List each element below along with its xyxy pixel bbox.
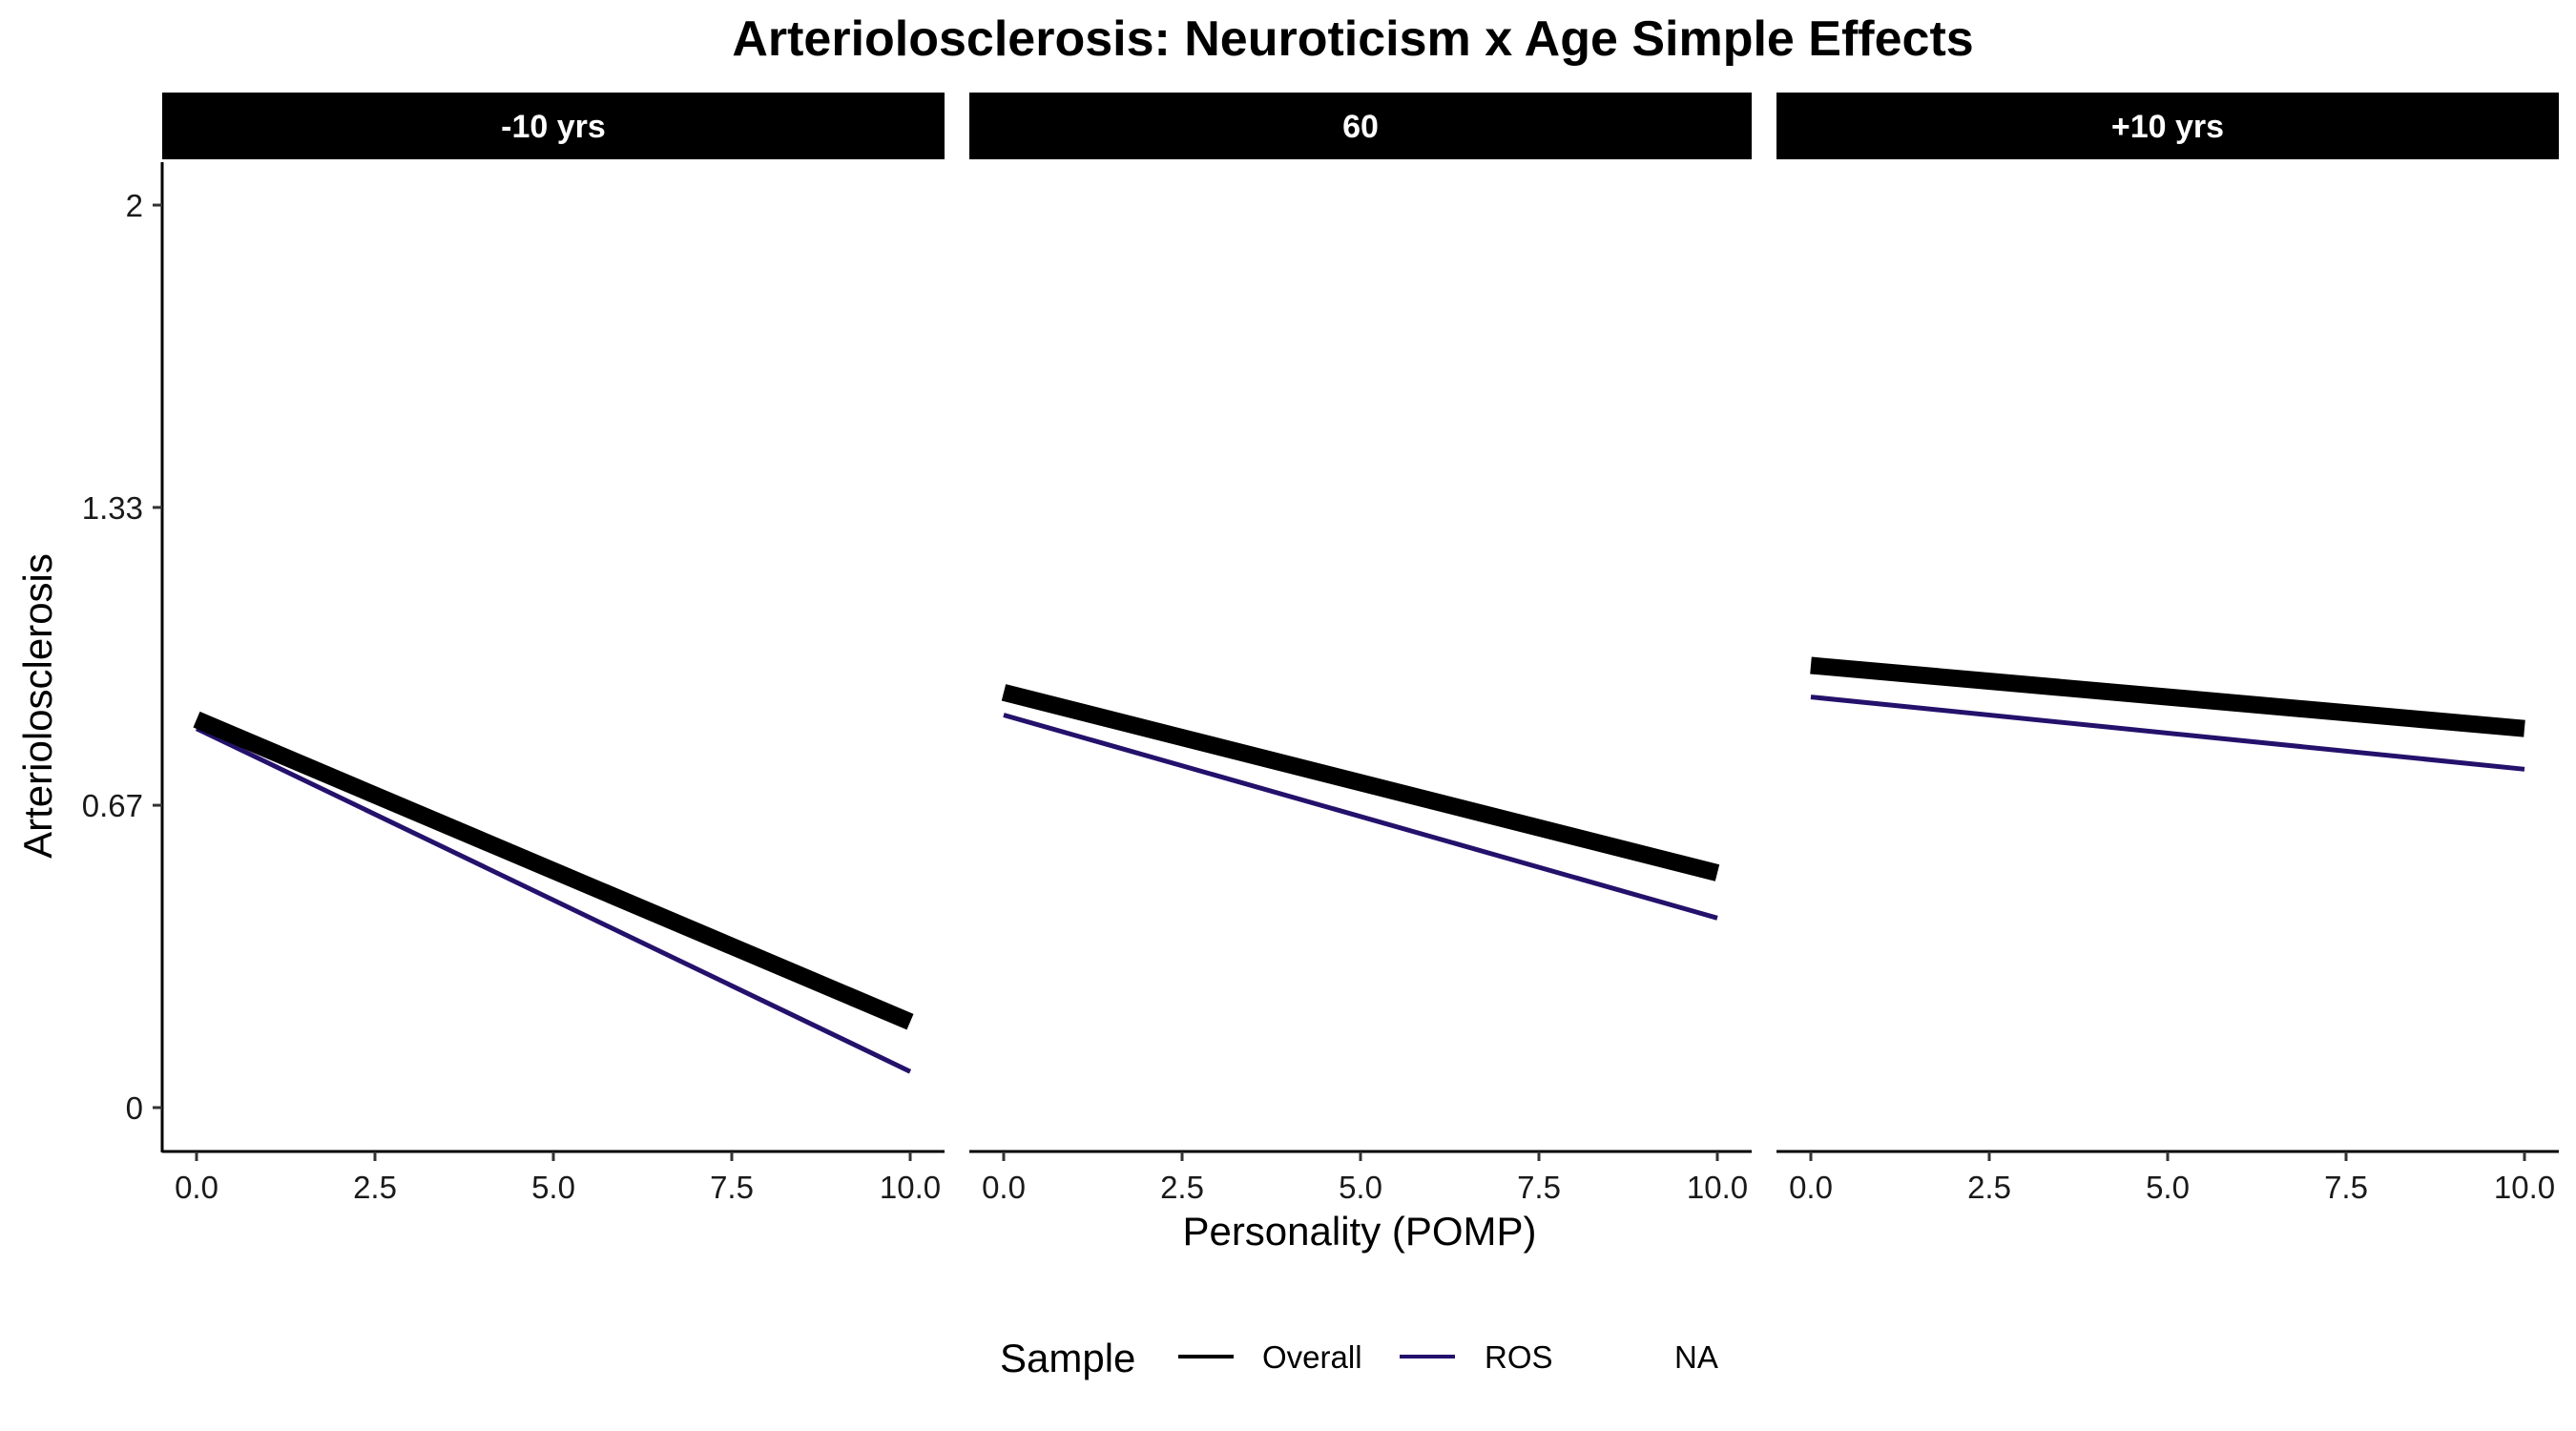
panel-1-line-ros [195, 726, 912, 1074]
panel-3-x-tick-label: 2.5 [1967, 1170, 2011, 1205]
panel-2-x-tick-label: 10.0 [1687, 1170, 1748, 1205]
panel-3-x-tick-label: 10.0 [2494, 1170, 2555, 1205]
y-axis-title: Arteriolosclerosis [15, 553, 60, 859]
y-tick-label: 0 [126, 1090, 143, 1126]
panel-1-line-overall [193, 711, 914, 1030]
y-tick-label: 1.33 [82, 490, 143, 526]
panel-2: 60 0.0 2.5 5.0 7.5 10.0 [969, 93, 1752, 1205]
panel-3-x-tick-label: 7.5 [2324, 1170, 2368, 1205]
panel-3-line-ros [1810, 695, 2525, 772]
panel-1-x-tick-label: 0.0 [175, 1170, 218, 1205]
panel-2-x-tick-label: 2.5 [1160, 1170, 1204, 1205]
panel-3-x-tick-label: 5.0 [2146, 1170, 2190, 1205]
panel-3-x-tick-label: 0.0 [1789, 1170, 1833, 1205]
panel-2-x-tick-label: 5.0 [1339, 1170, 1382, 1205]
panel-2-x-tick-label: 7.5 [1517, 1170, 1561, 1205]
panel-2-strip [969, 93, 1752, 159]
chart-title: Arteriolosclerosis: Neuroticism x Age Si… [732, 11, 1973, 67]
panels-layer: -10 yrs 0.0 2.5 5.0 7.5 10.0 0 0.67 1.33 2 60 0.0 2.… [82, 93, 2559, 1205]
panel-1: -10 yrs 0.0 2.5 5.0 7.5 10.0 0 0.67 1.33 2 [82, 93, 945, 1205]
panel-2-strip-label: 60 [1342, 109, 1379, 145]
legend-title: Sample [1000, 1336, 1135, 1380]
y-tick-label: 0.67 [82, 788, 143, 823]
legend-label-overall: Overall [1262, 1339, 1362, 1375]
panel-3-line-overall [1810, 656, 2525, 737]
panel-3-strip [1776, 93, 2559, 159]
legend-label-na: NA [1674, 1339, 1718, 1375]
y-tick-label: 2 [126, 188, 143, 223]
panel-1-strip [162, 93, 945, 159]
panel-3: +10 yrs 0.0 2.5 5.0 7.5 10.0 [1776, 93, 2559, 1205]
legend: Sample Overall ROS NA [1000, 1336, 1718, 1380]
x-axis-title: Personality (POMP) [1182, 1209, 1536, 1254]
panel-2-line-overall [1001, 684, 1720, 881]
legend-label-ros: ROS [1485, 1339, 1553, 1375]
panel-2-x-tick-label: 0.0 [982, 1170, 1026, 1205]
panel-1-x-tick-label: 7.5 [710, 1170, 754, 1205]
panel-3-strip-label: +10 yrs [2111, 109, 2224, 145]
panel-1-x-tick-label: 10.0 [880, 1170, 941, 1205]
panel-1-strip-label: -10 yrs [501, 109, 606, 145]
panel-1-x-tick-label: 5.0 [531, 1170, 575, 1205]
panel-1-x-tick-label: 2.5 [353, 1170, 397, 1205]
panel-2-line-ros [1003, 713, 1718, 921]
